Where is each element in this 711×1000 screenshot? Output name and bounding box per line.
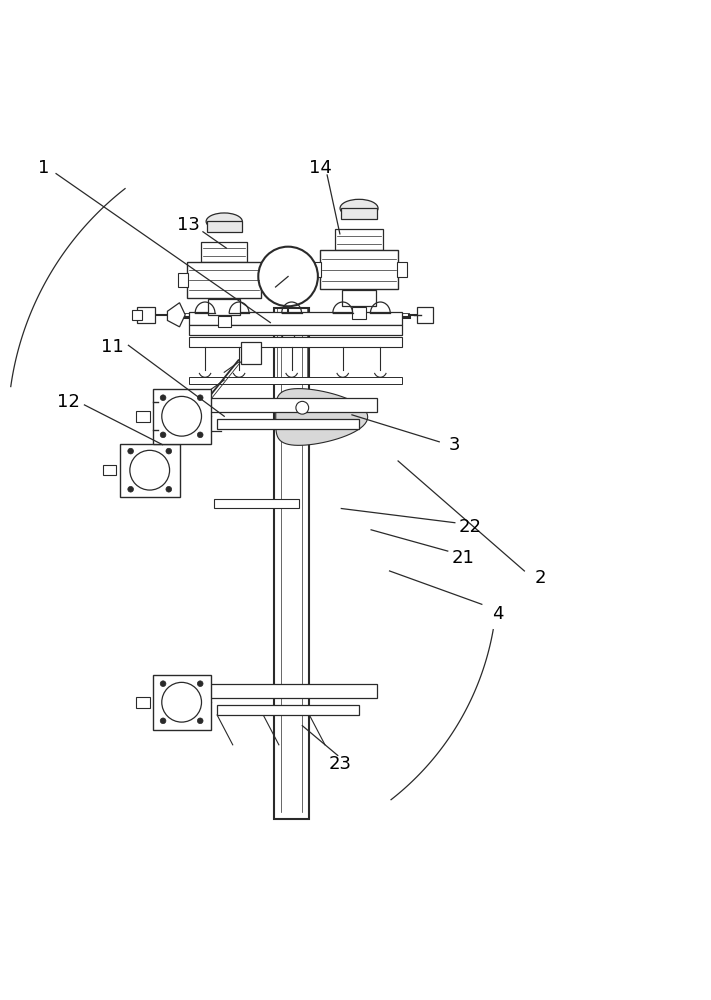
Circle shape xyxy=(198,681,203,687)
Bar xyxy=(260,273,270,287)
Text: 12: 12 xyxy=(57,393,80,411)
Bar xyxy=(213,499,299,508)
Bar xyxy=(103,465,116,475)
Bar xyxy=(153,389,210,444)
Circle shape xyxy=(160,681,166,687)
Bar xyxy=(207,221,242,232)
Circle shape xyxy=(160,718,166,724)
Bar xyxy=(353,307,365,319)
Bar xyxy=(342,290,376,306)
Text: 2: 2 xyxy=(534,569,546,587)
Bar xyxy=(282,327,294,340)
Text: 22: 22 xyxy=(459,518,482,536)
Bar xyxy=(241,342,261,364)
Bar xyxy=(217,705,359,715)
Bar xyxy=(203,398,377,412)
Bar xyxy=(311,262,321,277)
Circle shape xyxy=(162,682,201,722)
Bar xyxy=(201,242,247,262)
Polygon shape xyxy=(168,303,185,327)
Bar xyxy=(274,308,309,819)
Bar xyxy=(187,262,262,298)
Text: 3: 3 xyxy=(449,436,461,454)
Circle shape xyxy=(166,448,171,454)
Circle shape xyxy=(128,486,134,492)
Bar xyxy=(397,262,407,277)
Bar xyxy=(119,444,180,497)
Bar xyxy=(335,229,383,250)
Bar xyxy=(341,208,378,219)
Circle shape xyxy=(160,395,166,401)
Bar xyxy=(217,419,359,429)
Bar xyxy=(218,316,230,327)
Text: 4: 4 xyxy=(492,605,503,623)
Bar xyxy=(136,411,150,422)
Circle shape xyxy=(296,401,309,414)
Text: 14: 14 xyxy=(309,159,331,177)
Circle shape xyxy=(258,247,318,306)
Circle shape xyxy=(198,432,203,438)
Circle shape xyxy=(198,395,203,401)
Bar xyxy=(188,337,402,347)
Circle shape xyxy=(162,396,201,436)
Text: 1: 1 xyxy=(38,159,49,177)
Bar xyxy=(208,299,240,315)
Text: 11: 11 xyxy=(102,338,124,356)
Bar xyxy=(153,675,210,730)
Circle shape xyxy=(130,450,170,490)
Bar xyxy=(188,377,402,384)
Bar xyxy=(132,310,142,320)
Ellipse shape xyxy=(206,213,242,230)
Bar xyxy=(136,697,150,708)
Circle shape xyxy=(198,718,203,724)
Text: 13: 13 xyxy=(177,216,201,234)
Circle shape xyxy=(128,448,134,454)
Ellipse shape xyxy=(340,199,378,217)
Polygon shape xyxy=(276,389,368,445)
Bar xyxy=(178,273,188,287)
Bar xyxy=(203,684,377,698)
Text: 21: 21 xyxy=(452,549,475,567)
Bar xyxy=(417,307,433,323)
Bar xyxy=(188,325,402,335)
Bar xyxy=(188,312,402,325)
Bar xyxy=(137,307,156,323)
Bar xyxy=(320,250,398,289)
Circle shape xyxy=(166,486,171,492)
Text: 23: 23 xyxy=(328,755,351,773)
Circle shape xyxy=(160,432,166,438)
